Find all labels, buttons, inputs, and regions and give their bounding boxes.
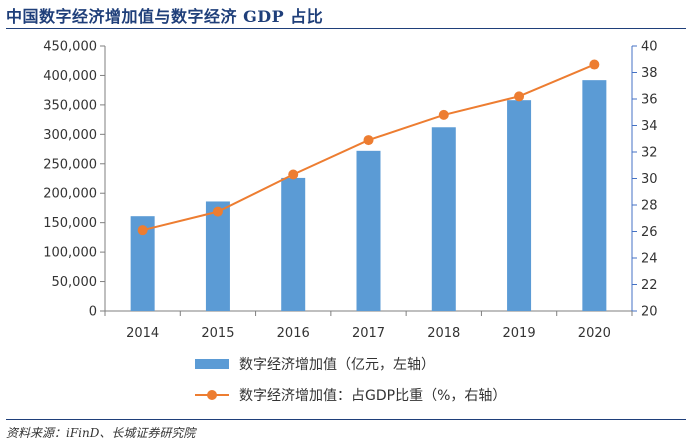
right-axis-tick-label: 40 [641,40,658,55]
chart-title: 中国数字经济增加值与数字经济 GDP 占比 [6,7,324,26]
line-point [363,135,374,146]
legend-swatch-marker [207,390,217,400]
source-note: 资料来源：iFinD、长城证券研究院 [6,426,196,440]
legend-swatch-bar [195,359,229,369]
left-axis-tick-label: 150,000 [43,216,97,231]
legend-label-line: 数字经济增加值：占GDP比重（%，右轴） [239,388,506,404]
x-axis-tick-label: 2019 [503,326,536,341]
left-axis-tick-label: 250,000 [43,157,97,172]
x-axis-tick-label: 2020 [578,326,611,341]
left-axis-tick-label: 200,000 [43,187,97,202]
x-axis-tick-label: 2015 [201,326,234,341]
right-axis-tick-label: 26 [641,225,658,240]
bar [356,150,381,311]
line-point [137,225,148,236]
x-axis-tick-label: 2017 [352,326,385,341]
line-point [438,109,449,120]
bar [431,127,456,312]
line-point [212,206,223,217]
left-axis-tick-label: 100,000 [43,246,97,261]
bar [205,201,230,311]
left-axis-tick-label: 0 [89,305,97,320]
title-divider [6,28,686,29]
bar [507,100,532,311]
x-axis-tick-label: 2016 [277,326,310,341]
x-axis-tick-label: 2014 [126,326,159,341]
legend-label-bar: 数字经济增加值（亿元，左轴） [239,357,435,373]
right-axis-tick-label: 36 [641,93,658,108]
right-axis-tick-label: 34 [641,119,658,134]
line-point [514,91,525,102]
right-axis-tick-label: 28 [641,199,658,214]
right-axis-tick-label: 30 [641,172,658,187]
left-axis-tick-label: 350,000 [43,98,97,113]
right-axis-tick-label: 38 [641,66,658,81]
right-axis-tick-label: 24 [641,252,658,267]
left-axis-tick-label: 50,000 [52,275,98,290]
bar [582,80,607,312]
left-axis-tick-label: 300,000 [43,128,97,143]
right-axis-tick-label: 32 [641,146,658,161]
source-divider [6,419,686,420]
x-axis-tick-label: 2018 [427,326,460,341]
left-axis-tick-label: 450,000 [43,40,97,55]
right-axis-tick-label: 20 [641,305,658,320]
line-point [589,59,600,70]
left-axis-tick-label: 400,000 [43,69,97,84]
bar [281,177,306,311]
line-point [288,169,299,180]
right-axis-tick-label: 22 [641,278,658,293]
